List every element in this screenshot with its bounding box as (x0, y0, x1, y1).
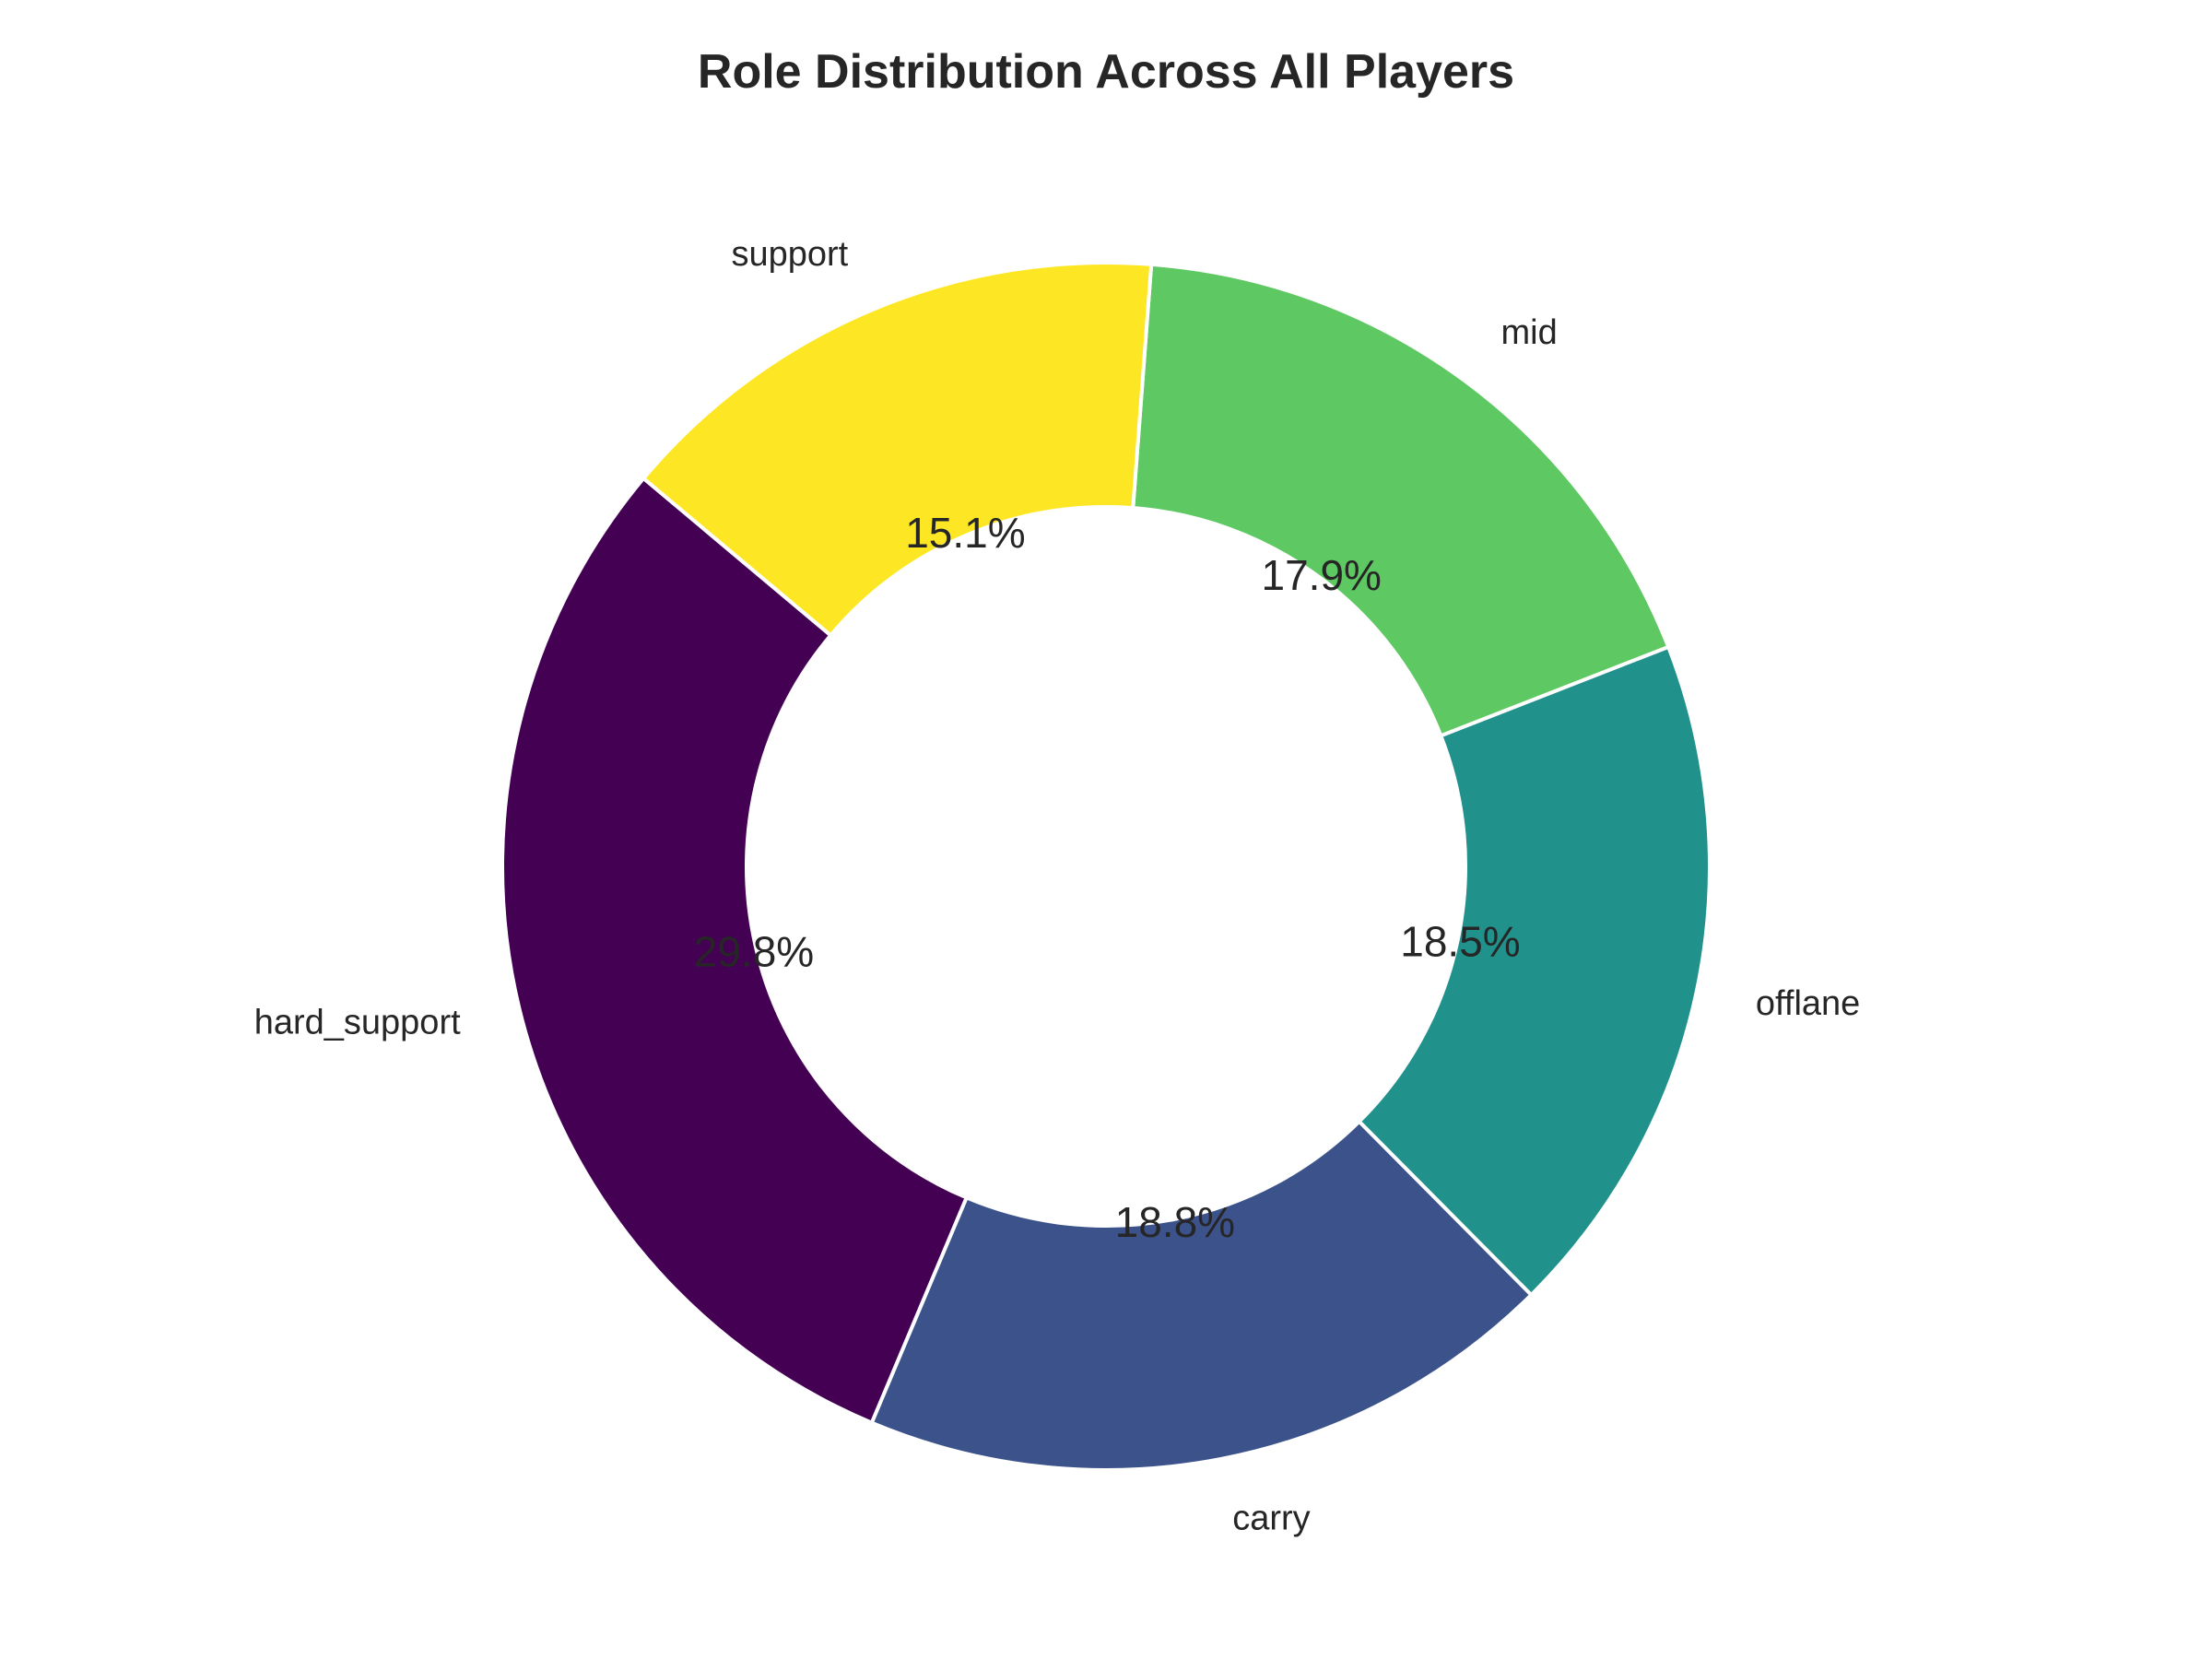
pct-support: 15.1% (905, 509, 1025, 557)
donut-slices (500, 261, 1712, 1472)
label-carry: carry (1232, 1499, 1310, 1537)
chart-title: Role Distribution Across All Players (698, 45, 1514, 99)
pct-mid: 17.9% (1262, 551, 1382, 599)
label-offlane: offlane (1756, 984, 1860, 1023)
pct-offlane: 18.5% (1400, 917, 1520, 965)
slice-mid (1131, 262, 1671, 738)
label-support: support (731, 235, 848, 274)
label-mid: mid (1501, 313, 1558, 352)
slice-support (641, 261, 1154, 639)
percent-labels: 29.8% 18.8% 18.5% 17.9% 15.1% (694, 509, 1521, 1246)
pct-hard_support: 29.8% (694, 927, 814, 975)
slice-offlane (1356, 644, 1712, 1298)
slice-carry (869, 1118, 1535, 1472)
label-hard_support: hard_support (254, 1003, 461, 1041)
slice-hard_support (500, 476, 970, 1426)
pct-carry: 18.8% (1115, 1198, 1235, 1246)
